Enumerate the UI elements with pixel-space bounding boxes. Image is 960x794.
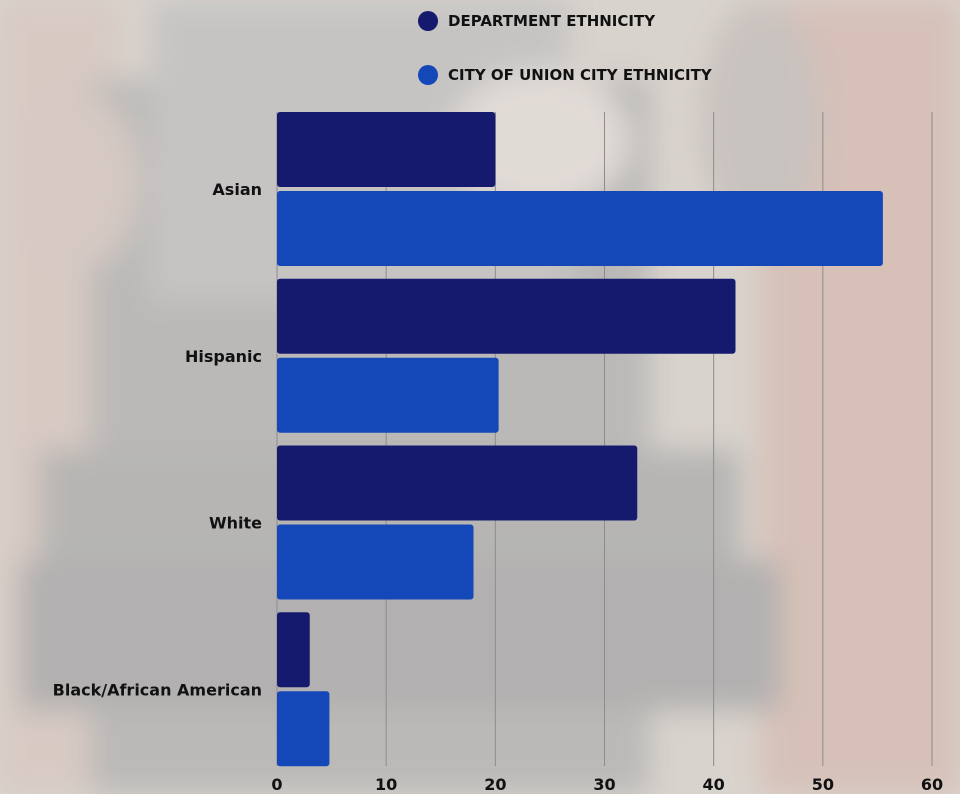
x-tick-label-10: 10 (375, 775, 397, 794)
x-tick-label-20: 20 (484, 775, 506, 794)
category-label-white: White (209, 514, 262, 533)
x-tick-label-50: 50 (812, 775, 834, 794)
bar-asian-series-0 (277, 112, 496, 187)
legend-item-department: DEPARTMENT ETHNICITY (418, 6, 712, 36)
bars (277, 112, 883, 767)
x-tick-label-0: 0 (271, 775, 282, 794)
bar-white-series-1 (277, 524, 474, 600)
category-label-asian: Asian (212, 180, 262, 199)
x-tick-label-40: 40 (703, 775, 725, 794)
category-label-black-african-american: Black/African American (53, 680, 262, 699)
legend-dot-city-icon (418, 65, 438, 85)
bar-hispanic-series-1 (277, 357, 499, 433)
bar-asian-series-1 (277, 191, 883, 266)
legend-item-city: CITY OF UNION CITY ETHNICITY (418, 60, 712, 90)
legend-label-city: CITY OF UNION CITY ETHNICITY (448, 66, 712, 84)
bar-hispanic-series-0 (277, 278, 736, 354)
category-labels: Asian Hispanic White Black/African American (53, 180, 263, 699)
legend-label-department: DEPARTMENT ETHNICITY (448, 12, 656, 30)
chart-legend: DEPARTMENT ETHNICITY CITY OF UNION CITY … (418, 6, 712, 114)
bar-white-series-0 (277, 445, 638, 521)
category-label-hispanic: Hispanic (185, 347, 262, 366)
bar-black-african-american-series-0 (277, 612, 310, 688)
x-axis-tick-labels: 0 10 20 30 40 50 60 (271, 775, 943, 794)
x-tick-label-60: 60 (921, 775, 943, 794)
bar-black-african-american-series-1 (277, 691, 330, 767)
x-tick-label-30: 30 (593, 775, 615, 794)
legend-dot-department-icon (418, 11, 438, 31)
